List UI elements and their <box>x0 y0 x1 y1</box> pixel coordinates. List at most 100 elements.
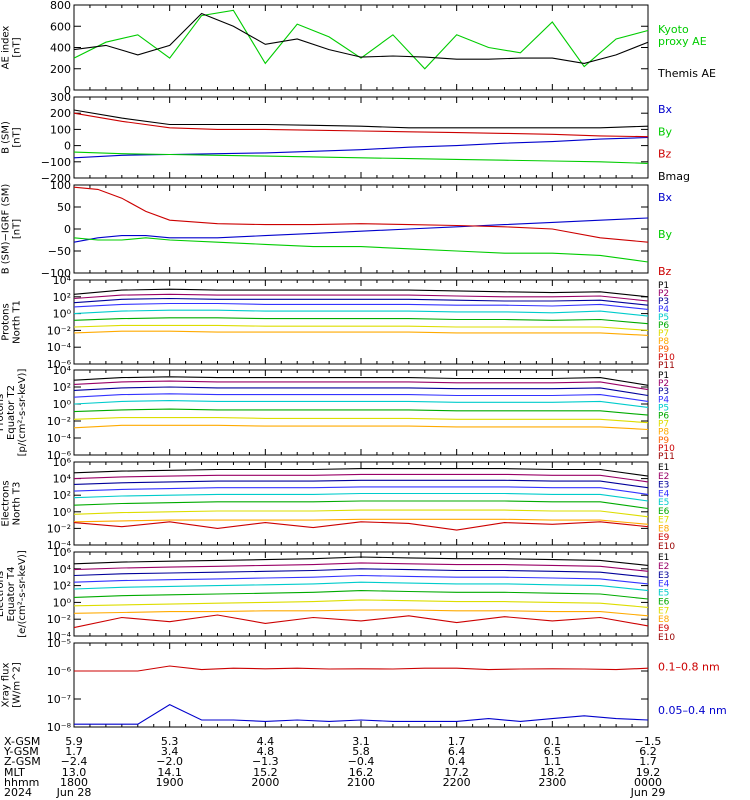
ephemeris-cell: 6.5 <box>544 745 562 758</box>
ephemeris-cell: 18.2 <box>540 766 565 779</box>
ephemeris-cell: −1.5 <box>635 735 662 748</box>
panel-frame <box>73 184 649 274</box>
legend-entry: P10 <box>658 444 675 454</box>
y-tick-label: 0 <box>64 223 71 236</box>
ephemeris-cell: 5.9 <box>65 735 83 748</box>
series-line <box>73 317 649 325</box>
y-axis-label: B (SM)[nT] <box>1 121 23 154</box>
legend-entry: E9 <box>658 624 670 634</box>
legend-entry: P9 <box>658 436 669 446</box>
series-line <box>73 521 649 531</box>
y-axis-label: ProtonsEquator T2[p/(cm²-s-sr-keV)] <box>0 369 28 457</box>
y-tick-label: 10⁰ <box>53 506 72 519</box>
legend-entry: E2 <box>658 472 669 482</box>
series-line <box>73 400 649 408</box>
series-line <box>73 380 649 391</box>
y-tick-label: 800 <box>50 0 71 12</box>
legend-entry: P11 <box>658 452 675 462</box>
series-line <box>73 581 649 592</box>
ephemeris-cell: −2.4 <box>61 755 88 768</box>
legend-entry: P2 <box>658 379 669 389</box>
y-tick-label: 10⁻⁶ <box>47 358 72 371</box>
legend-entry: P11 <box>658 361 675 371</box>
panel-frame <box>73 96 649 179</box>
ephemeris-cell: 2000 <box>251 776 279 789</box>
y-tick-label: 300 <box>50 91 71 104</box>
legend-entry: E8 <box>658 524 670 534</box>
legend-entry: E1 <box>658 553 669 563</box>
ephemeris-row-label: X-GSM <box>4 735 40 748</box>
legend-entry: P3 <box>658 387 669 397</box>
series-line <box>73 408 649 416</box>
series-line <box>73 486 649 495</box>
panel-3: 10⁻⁶ 10⁻⁴ 10⁻² 10⁰ 10² 10⁴ ProtonsNorth T1 P1P2… <box>1 274 676 371</box>
series-line <box>73 479 649 489</box>
y-axis-label: ElectronsNorth T3 <box>1 480 23 526</box>
series-line <box>73 393 649 402</box>
series-line <box>74 703 649 725</box>
ephemeris-cell: Jun 28 <box>56 786 92 799</box>
series-line <box>73 473 649 483</box>
legend-entry: P9 <box>658 345 669 355</box>
y-tick-label: −200 <box>41 172 71 185</box>
series-line <box>73 509 649 518</box>
series-line <box>73 217 649 243</box>
legend-entry: Themis AE <box>657 67 716 80</box>
ephemeris-cell: 1.7 <box>448 735 466 748</box>
y-tick-label: 600 <box>50 20 71 33</box>
y-tick-label: 10⁻⁴ <box>47 432 72 445</box>
legend-entry: 0.1–0.8 nm <box>658 661 720 674</box>
ephemeris-cell: −0.4 <box>348 755 375 768</box>
series-line <box>73 309 649 317</box>
legend-entry: P1 <box>658 371 669 381</box>
series-line <box>73 556 649 566</box>
y-tick-label: 400 <box>50 42 71 55</box>
series-line <box>73 468 649 477</box>
ephemeris-cell: 2300 <box>538 776 566 789</box>
series-line <box>73 492 649 502</box>
legend-entry: Bz <box>658 265 672 278</box>
series-line <box>73 12 649 64</box>
y-tick-label: 10⁻⁴ <box>47 341 72 354</box>
legend-entry: P8 <box>658 337 669 347</box>
series-line <box>73 237 649 263</box>
legend-entry: P4 <box>658 395 669 405</box>
y-tick-label: 0 <box>64 84 71 97</box>
ephemeris-cell: 3.1 <box>352 735 370 748</box>
y-tick-label: 10⁴ <box>53 563 72 576</box>
panel-frame <box>73 551 649 637</box>
panel-0: 0 200 400 600 800 AE index[nT] Kyoto proxy AE Th… <box>1 0 716 97</box>
y-tick-label: 100 <box>50 123 71 136</box>
series-line <box>73 386 649 397</box>
ephemeris-cell: 14.1 <box>157 766 182 779</box>
panel-1: −200 −100 0 100 200 300 B (SM)[nT] Bx By Bz Bmag <box>1 91 691 185</box>
legend-entry: By <box>658 125 673 138</box>
series-line <box>73 518 649 525</box>
legend-entry: E7 <box>658 516 669 526</box>
y-tick-label: 10⁴ <box>53 473 72 486</box>
legend-entry: P4 <box>658 305 669 315</box>
panel-frame <box>73 642 649 728</box>
y-tick-label: 10⁶ <box>53 456 72 469</box>
legend-entry: 0.05–0.4 nm <box>658 704 727 717</box>
legend-entry: P1 <box>658 281 669 291</box>
legend-entry: E5 <box>658 498 669 508</box>
ephemeris-cell: 0000 <box>634 776 662 789</box>
series-line <box>73 424 649 431</box>
series-line <box>73 151 649 164</box>
y-tick-label: 10⁴ <box>53 364 72 377</box>
ephemeris-cell: −2.0 <box>156 755 183 768</box>
panel-7: 10⁻⁸ 10⁻⁷ 10⁻⁶ 10⁻⁵ Xray flux[W/m^2] 0.1–0.8 … <box>1 637 727 734</box>
legend-entry: E10 <box>658 633 675 643</box>
y-tick-label: −100 <box>41 267 71 280</box>
y-tick-label: −100 <box>41 156 71 169</box>
y-tick-label: −50 <box>48 245 71 258</box>
legend-entry: E4 <box>658 489 670 499</box>
y-axis-label: ElectronsEquator T4[e/(cm²-s-sr-keV)] <box>0 550 28 638</box>
y-tick-label: 10⁶ <box>53 546 72 559</box>
ephemeris-cell: 2200 <box>443 776 471 789</box>
legend-entry: By <box>658 228 673 241</box>
y-tick-label: 200 <box>50 107 71 120</box>
